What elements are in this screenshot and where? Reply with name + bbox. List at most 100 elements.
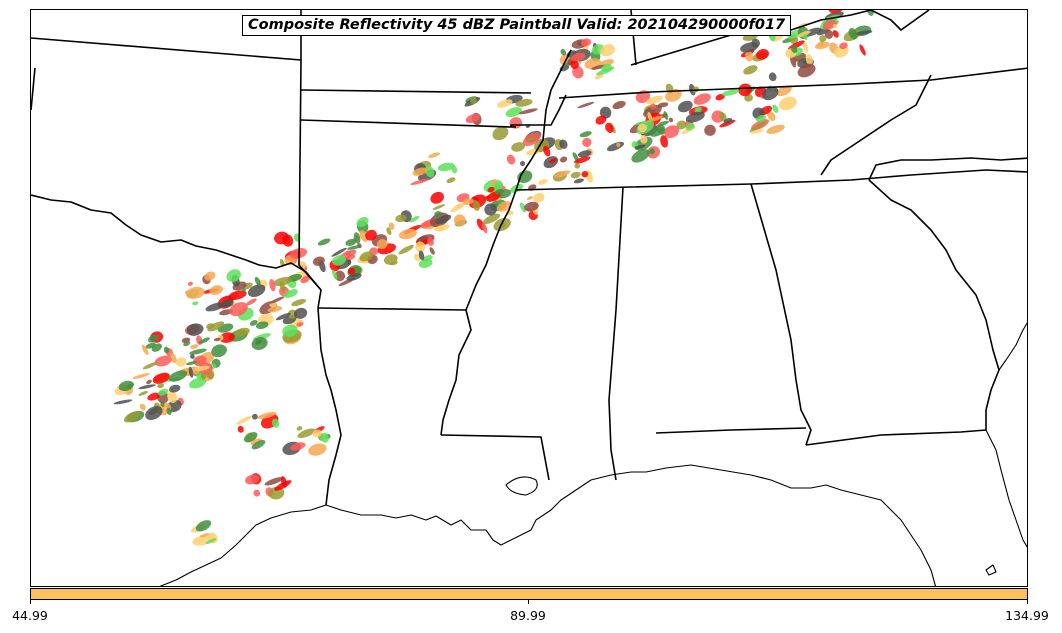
reflectivity-blob	[487, 186, 495, 193]
reflectivity-blob	[251, 337, 268, 350]
border-ok-tx-west	[31, 67, 36, 111]
reflectivity-blob	[559, 139, 568, 149]
border-mo-ar-boot	[510, 94, 567, 127]
reflectivity-blob	[496, 99, 513, 108]
reflectivity-blob	[353, 232, 361, 244]
reflectivity-blob	[525, 137, 538, 141]
reflectivity-blob	[271, 418, 280, 428]
reflectivity-blob	[693, 93, 711, 105]
reflectivity-blob	[221, 299, 234, 308]
reflectivity-blob	[190, 344, 199, 349]
reflectivity-blob	[668, 117, 674, 123]
reflectivity-blob	[118, 380, 134, 392]
colorbar-tick-label: 44.99	[12, 608, 48, 623]
reflectivity-blob	[506, 154, 516, 165]
reflectivity-blob	[331, 247, 347, 257]
reflectivity-blob	[113, 399, 133, 405]
reflectivity-blob	[634, 144, 646, 149]
reflectivity-blob	[612, 100, 626, 110]
reflectivity-blob	[656, 124, 666, 135]
reflectivity-blob	[414, 253, 421, 262]
border-al-fl	[655, 427, 807, 434]
reflectivity-blob	[581, 38, 592, 47]
reflectivity-blob	[581, 171, 589, 178]
reflectivity-blob	[145, 406, 163, 420]
reflectivity-blob	[425, 165, 435, 178]
reflectivity-blob	[187, 281, 193, 286]
reflectivity-blob	[772, 104, 779, 113]
reflectivity-blob	[721, 89, 739, 96]
reflectivity-blob	[289, 248, 308, 259]
reflectivity-blob	[275, 312, 291, 321]
lake-pontchartrain	[505, 476, 538, 496]
reflectivity-blob	[148, 334, 159, 343]
reflectivity-blob	[229, 302, 248, 317]
reflectivity-blob	[472, 200, 481, 211]
border-la-tx	[317, 307, 342, 506]
reflectivity-blob	[409, 215, 420, 223]
reflectivity-blob	[296, 426, 303, 431]
reflectivity-blob	[257, 411, 277, 419]
map-canvas	[31, 10, 1027, 586]
reflectivity-blob	[346, 273, 362, 281]
reflectivity-blob	[247, 284, 266, 297]
reflectivity-blob	[267, 306, 283, 313]
reflectivity-blob	[195, 365, 210, 372]
reflectivity-blob	[657, 102, 669, 108]
reflectivity-blob	[582, 137, 592, 147]
reflectivity-blob	[664, 125, 680, 138]
reflectivity-blob	[200, 373, 207, 380]
reflectivity-blob	[543, 145, 551, 157]
reflectivity-blob	[805, 53, 813, 66]
reflectivity-blob	[704, 124, 716, 136]
reflectivity-blob	[199, 533, 210, 538]
reflectivity-blob	[462, 198, 474, 205]
reflectivity-blob	[515, 98, 533, 107]
reflectivity-blob	[484, 203, 497, 216]
reflectivity-blob	[213, 337, 221, 342]
reflectivity-blob	[570, 60, 579, 69]
border-mississippi-river	[440, 49, 572, 436]
reflectivity-blob	[696, 106, 702, 112]
reflectivity-blob	[169, 384, 181, 393]
reflectivity-blob	[234, 327, 250, 337]
reflectivity-blob	[453, 214, 466, 227]
reflectivity-blob	[594, 74, 604, 80]
reflectivity-blob	[600, 44, 615, 57]
reflectivity-blob	[743, 65, 758, 75]
reflectivity-blob	[317, 238, 331, 246]
reflectivity-blob	[365, 229, 377, 241]
reflectivity-blob	[183, 341, 191, 347]
reflectivity-blob	[768, 72, 777, 82]
reflectivity-blob	[744, 50, 754, 62]
reflectivity-blob	[209, 285, 223, 295]
reflectivity-blob	[524, 201, 539, 212]
reflectivity-blob	[269, 278, 276, 292]
reflectivity-blob	[434, 211, 442, 217]
reflectivity-blob	[189, 377, 206, 389]
reflectivity-blob	[819, 35, 827, 43]
reflectivity-blob	[778, 96, 797, 111]
border-mo-ar	[300, 119, 516, 128]
reflectivity-blob	[345, 238, 357, 246]
state-boundaries	[31, 10, 1027, 506]
map-panel: Composite Reflectivity 45 dBZ Paintball …	[30, 9, 1028, 587]
reflectivity-blob	[430, 191, 444, 204]
reflectivity-blob	[640, 135, 648, 144]
border-mo-north	[300, 89, 532, 94]
reflectivity-blob	[432, 204, 446, 210]
reflectivity-blob	[345, 250, 352, 256]
reflectivity-blob	[198, 337, 210, 344]
reflectivity-blob	[219, 309, 233, 316]
reflectivity-blob	[579, 131, 592, 138]
colorbar-tick	[30, 600, 31, 604]
reflectivity-blob	[832, 23, 837, 28]
reflectivity-blob	[290, 442, 306, 451]
coastline-sc	[998, 322, 1027, 371]
reflectivity-blob	[273, 277, 292, 286]
reflectivity-blob	[253, 489, 261, 497]
reflectivity-blob	[577, 101, 595, 109]
reflectivity-blob	[483, 213, 501, 224]
reflectivity-blob	[169, 352, 177, 364]
reflectivity-blob	[749, 121, 767, 132]
